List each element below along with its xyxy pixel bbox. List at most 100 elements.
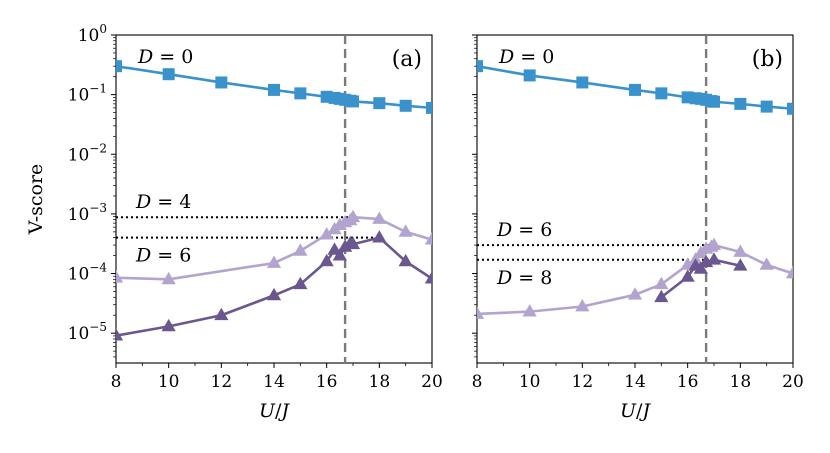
hline-label: D = 4	[135, 191, 191, 213]
panel-label: (b)	[752, 47, 783, 72]
hline-label-var: D	[496, 219, 512, 241]
x-tick-label: 18	[369, 372, 391, 392]
y-tick-base: 10	[68, 86, 90, 106]
data-point-triangle	[372, 211, 387, 224]
y-tick-base: 10	[68, 265, 90, 285]
panel-a: 8 10 12 14 16 18 2010010−110−210−310−410−5V-sc…	[25, 22, 443, 422]
hline-label-var: D	[135, 191, 151, 213]
data-point-triangle	[477, 306, 485, 319]
data-point-triangle	[319, 253, 334, 267]
data-point-square	[576, 76, 589, 89]
y-tick-label: 10−2	[68, 141, 107, 165]
data-point-square	[787, 102, 793, 115]
data-point-triangle	[654, 289, 669, 303]
data-point-square	[399, 99, 412, 112]
data-point-triangle	[398, 253, 413, 267]
hline-label-rest: = 6	[151, 245, 191, 267]
x-tick-label: 18	[730, 372, 752, 392]
x-tick-label: 10	[519, 372, 541, 392]
hline-label-var: D	[496, 267, 512, 289]
data-point-triangle	[398, 224, 413, 237]
data-point-square	[523, 69, 536, 82]
data-point-triangle	[693, 261, 708, 274]
x-label-sep: /	[275, 400, 282, 422]
data-point-triangle	[424, 232, 432, 245]
x-axis-label: U/J	[259, 400, 290, 422]
y-tick-power: −3	[89, 201, 107, 215]
y-tick-label: 10−4	[68, 261, 108, 285]
data-point-square	[116, 60, 122, 73]
x-tick-label: 16	[316, 372, 338, 392]
series-annotation: D = 0	[137, 46, 193, 68]
data-point-triangle	[372, 230, 387, 243]
x-tick-label: 20	[421, 372, 443, 392]
y-tick-label: 10−3	[68, 201, 107, 225]
data-point-triangle	[161, 271, 176, 285]
data-point-triangle	[116, 328, 124, 341]
data-point-square	[477, 60, 483, 73]
x-label-sep: /	[636, 400, 643, 422]
y-tick-power: −2	[89, 141, 107, 155]
data-point-square	[268, 83, 280, 96]
y-tick-base: 10	[68, 145, 90, 165]
x-tick-label: 10	[158, 372, 180, 392]
data-point-triangle	[345, 209, 361, 223]
annotation-rest: = 0	[153, 46, 193, 68]
x-label-var: U	[620, 400, 637, 422]
data-point-triangle	[759, 257, 774, 270]
data-point-triangle	[424, 271, 432, 284]
data-point-triangle	[161, 318, 176, 332]
data-point-triangle	[627, 287, 643, 300]
y-tick-base: 10	[68, 324, 90, 344]
annotation-rest: = 0	[514, 46, 554, 68]
data-point-triangle	[706, 237, 722, 250]
data-point-square	[162, 68, 175, 81]
data-point-square	[294, 87, 307, 100]
data-point-triangle	[575, 299, 590, 312]
x-tick-label: 14	[263, 372, 285, 392]
data-point-triangle	[785, 266, 793, 279]
annotation-var: D	[137, 46, 153, 68]
data-point-square	[629, 83, 641, 96]
x-tick-label: 12	[572, 372, 594, 392]
data-point-square	[655, 87, 668, 100]
panel-b: 8 10 12 14 16 18 20U/JD = 6D = 8D = 0 (b)	[472, 34, 804, 422]
data-point-triangle	[266, 255, 282, 268]
data-point-triangle	[214, 307, 229, 321]
x-tick-label: 20	[782, 372, 804, 392]
annotation-var: D	[498, 46, 514, 68]
x-label-var: J	[277, 400, 290, 422]
data-point-triangle	[345, 236, 361, 250]
hline-label-rest: = 6	[512, 219, 552, 241]
data-point-square	[347, 95, 359, 108]
y-tick-power: −4	[89, 261, 107, 275]
panel-label: (a)	[392, 47, 422, 72]
y-tick-label: 10−5	[68, 320, 107, 344]
y-tick-power: 0	[99, 22, 107, 36]
data-point-square	[708, 95, 720, 108]
x-axis-label: U/J	[620, 400, 651, 422]
x-label-var: U	[259, 400, 276, 422]
data-point-triangle	[733, 258, 748, 271]
series-annotation: D = 0	[498, 46, 554, 68]
x-tick-label: 8	[111, 372, 122, 392]
y-tick-base: 10	[68, 205, 90, 225]
data-point-square	[215, 76, 228, 89]
x-label-var: J	[638, 400, 651, 422]
data-point-square	[734, 97, 747, 110]
data-point-triangle	[293, 243, 308, 256]
data-point-triangle	[266, 287, 282, 301]
y-axis-label: V-score	[25, 164, 47, 236]
hline-label: D = 6	[496, 219, 552, 241]
hline-label-rest: = 4	[151, 191, 191, 213]
y-tick-power: −1	[89, 82, 107, 96]
data-point-triangle	[654, 276, 669, 290]
series-group	[116, 60, 432, 341]
series-group	[477, 60, 793, 319]
y-tick-label: 100	[78, 22, 107, 46]
data-point-triangle	[733, 244, 748, 257]
data-point-triangle	[116, 270, 124, 283]
data-point-square	[760, 100, 773, 113]
x-tick-label: 8	[472, 372, 483, 392]
